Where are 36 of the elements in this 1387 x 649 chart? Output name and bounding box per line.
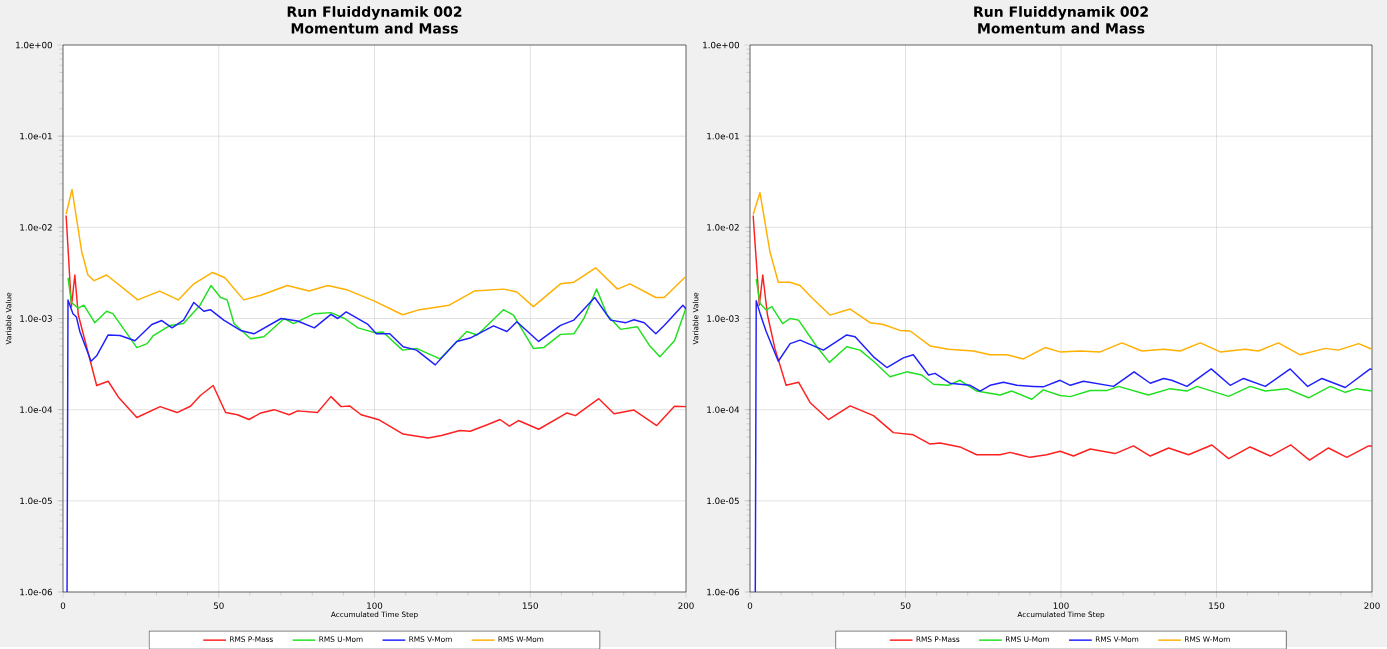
y-tick-label: 1.0e-03 [707, 315, 739, 322]
x-tick-label: 100 [367, 602, 383, 609]
chart-title: Run Fluiddynamik 002 [974, 5, 1148, 20]
y-tick-label: 1.0e-05 [707, 497, 739, 504]
line-series [754, 299, 1373, 592]
line-series [755, 278, 1373, 400]
y-tick-label: 1.0e-04 [707, 406, 740, 413]
y-tick-label: 1.0e-06 [707, 588, 740, 596]
line-series [66, 296, 687, 592]
y-tick-label: 1.0e-03 [20, 315, 52, 322]
x-tick-label: 200 [1364, 602, 1380, 609]
y-tick-label: 1.0e-04 [20, 406, 53, 413]
y-tick-label: 1.0e+00 [703, 41, 740, 49]
y-tick-label: 1.0e-02 [707, 223, 739, 231]
chart-subtitle: Momentum and Mass [291, 22, 458, 34]
line-series [752, 191, 1373, 360]
line-series [65, 214, 687, 439]
y-tick-label: 1.0e-01 [707, 132, 739, 140]
x-tick-label: 150 [522, 602, 538, 609]
x-tick-label: 150 [1209, 602, 1225, 609]
y-tick-label: 1.0e-01 [20, 132, 52, 140]
y-tick-label: 1.0e-06 [20, 588, 53, 596]
y-tick-label: 1.0e-05 [20, 497, 52, 504]
y-tick-label: 1.0e+00 [16, 41, 53, 49]
x-tick-label: 50 [213, 602, 224, 609]
x-tick-label: 100 [1053, 602, 1069, 609]
chart-title: Run Fluiddynamik 002 [287, 5, 462, 20]
x-tick-label: 0 [747, 602, 753, 609]
line-series [67, 276, 687, 360]
x-tick-label: 200 [678, 602, 694, 609]
line-series [65, 188, 687, 316]
x-tick-label: 0 [60, 602, 66, 609]
x-tick-label: 50 [900, 602, 911, 609]
line-series [752, 214, 1373, 461]
y-tick-label: 1.0e-02 [20, 223, 52, 231]
chart-subtitle: Momentum and Mass [978, 22, 1145, 34]
